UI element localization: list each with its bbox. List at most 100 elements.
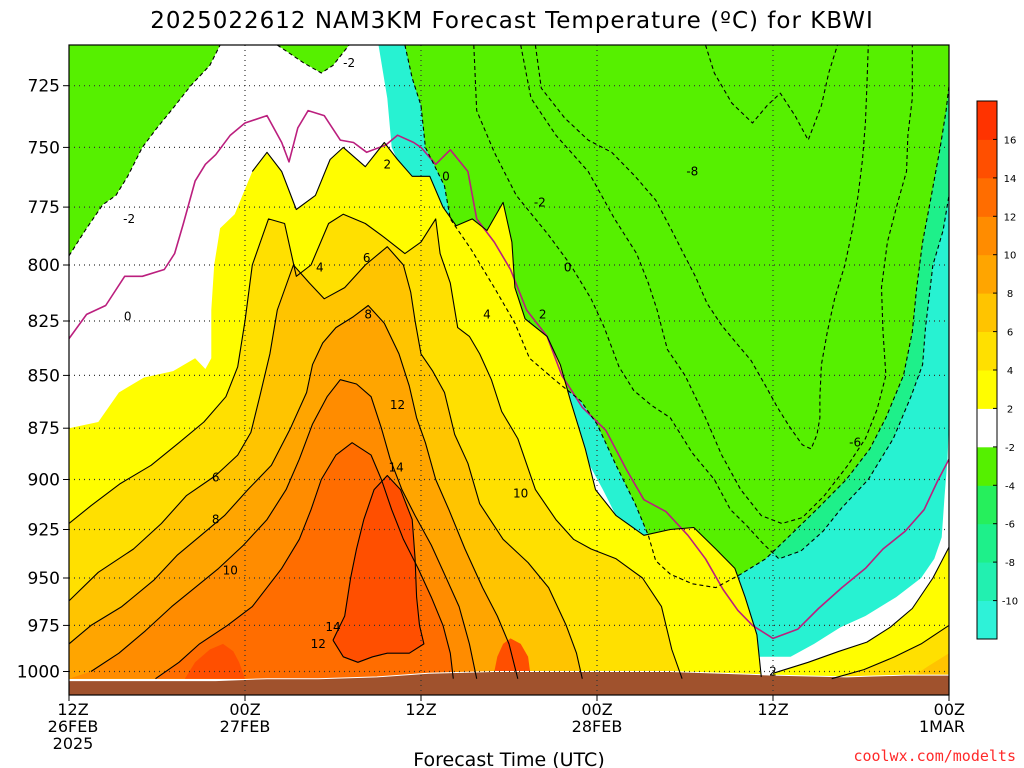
colorbar-label-3: -4 <box>1005 481 1015 492</box>
contour-label-13: 6 <box>363 251 371 265</box>
colorbar-label-5: 2 <box>1007 404 1013 415</box>
colorbar-cell-0 <box>977 600 997 640</box>
colorbar-cell-9 <box>977 254 997 294</box>
y-tick-label-850: 850 <box>28 366 60 386</box>
contour-label-1: -2 <box>123 212 135 226</box>
colorbar: -10 -8 -6 -4 -2 2 4 6 8 10 12 14 16 <box>976 100 1018 640</box>
isotherm-8-6 <box>69 304 519 679</box>
contour-label-4: -6 <box>849 436 861 450</box>
plot-frame <box>68 44 950 696</box>
contour-label-16: 8 <box>212 513 220 527</box>
x-tick-label-0-0: 12Z <box>57 700 88 719</box>
colorbar-cell-2 <box>977 523 997 563</box>
y-tick-label-750: 750 <box>28 138 60 158</box>
isotherm-4-4 <box>831 624 949 680</box>
isotherm-4-3 <box>69 213 683 679</box>
x-tick-label-5-0: 00Z <box>934 700 965 719</box>
contour-label-10: 2 <box>769 665 777 679</box>
temp-band-14 <box>492 638 531 679</box>
colorbar-cell-5 <box>977 408 997 448</box>
x-tick-label-0-1: 26FEB <box>48 717 99 736</box>
colorbar-cell-12 <box>977 139 997 179</box>
contour-label-11: 4 <box>316 260 324 274</box>
temp-band-2 <box>773 547 949 679</box>
isotherm--2-11 <box>276 45 350 74</box>
contour-label-17: 10 <box>223 563 238 577</box>
y-tick-label-1000: 1000 <box>17 663 60 683</box>
gridlines <box>69 45 949 695</box>
x-tick-label-0-2: 2025 <box>53 734 94 753</box>
contour-label-0: -2 <box>343 56 355 70</box>
x-tick-label-3-0: 00Z <box>581 700 612 719</box>
colorbar-cell-7 <box>977 331 997 371</box>
contour-label-18: 10 <box>513 487 528 501</box>
temp-band--2 <box>69 45 221 256</box>
isotherm--10-16 <box>704 45 839 141</box>
temp-band-4 <box>831 625 949 679</box>
colorbar-cell-13 <box>977 101 997 140</box>
contour-label-12: 4 <box>483 307 491 321</box>
y-tick-label-900: 900 <box>28 471 60 491</box>
colorbar-label-9: 10 <box>1004 251 1017 262</box>
credit-text: coolwx.com/modelts <box>853 747 1016 765</box>
x-axis-title: Forecast Time (UTC) <box>413 749 604 768</box>
contour-label-7: 0 <box>564 260 572 274</box>
isotherm-2-1 <box>251 141 762 677</box>
x-tick-label-1-0: 00Z <box>229 700 260 719</box>
contour-label-9: 2 <box>539 307 547 321</box>
colorbar-label-4: -2 <box>1005 443 1015 454</box>
temp-band-14 <box>184 643 245 679</box>
chart-title: 2025022612 NAM3KM Forecast Temperature (… <box>150 8 874 34</box>
contour-label-6: 0 <box>442 169 450 183</box>
colorbar-label-12: 16 <box>1004 135 1017 146</box>
y-tick-label-925: 925 <box>28 521 60 541</box>
isotherm--2-12 <box>404 45 949 589</box>
isotherm-12-8 <box>155 442 454 680</box>
colorbar-label-7: 6 <box>1007 328 1013 339</box>
contour-labels: -2 -2 -2 -8 -6 0 0 0 2 2 2 4 4 6 6 8 8 10 10 12 12 14 14 <box>123 56 861 679</box>
contour-label-8: 2 <box>383 157 391 171</box>
contour-label-3: -8 <box>686 165 698 179</box>
x-tick-label-4-0: 12Z <box>757 700 788 719</box>
colorbar-cell-1 <box>977 562 997 601</box>
y-tick-label-825: 825 <box>28 312 60 332</box>
isotherm-14-9 <box>332 474 425 663</box>
contour-label-14: 6 <box>212 471 220 485</box>
colorbar-cell-10 <box>977 216 997 256</box>
colorbar-cell-4 <box>977 446 997 486</box>
contour-label-19: 12 <box>390 398 405 412</box>
colorbar-cell-8 <box>977 293 997 332</box>
y-axis: 725 750 775 800 825 850 875 900 925 950 975 1000 <box>17 77 69 683</box>
colorbar-label-11: 14 <box>1004 174 1017 185</box>
contour-label-22: 14 <box>325 620 340 634</box>
contour-label-15: 8 <box>364 307 372 321</box>
y-tick-label-725: 725 <box>28 77 60 97</box>
isotherm--2-10 <box>69 45 221 257</box>
temp-band--2 <box>404 45 949 588</box>
isotherm-0-0 <box>69 109 949 640</box>
isotherm-6-5 <box>69 246 583 679</box>
y-tick-label-800: 800 <box>28 256 60 276</box>
y-tick-label-875: 875 <box>28 419 60 439</box>
colorbar-cell-3 <box>977 485 997 525</box>
colorbar-cell-6 <box>977 370 997 409</box>
x-tick-label-2-0: 12Z <box>405 700 436 719</box>
ground-terrain <box>69 671 949 695</box>
x-tick-label-3-1: 28FEB <box>572 717 623 736</box>
colorbar-label-8: 8 <box>1007 289 1013 300</box>
isotherm--6-14 <box>473 45 949 560</box>
temp-band-14 <box>333 475 424 663</box>
colorbar-label-2: -6 <box>1005 520 1015 531</box>
contour-label-21: 14 <box>388 460 403 474</box>
contour-label-5: 0 <box>124 310 132 324</box>
y-tick-label-975: 975 <box>28 616 60 636</box>
contour-label-20: 12 <box>311 637 326 651</box>
isotherm-layer <box>69 45 949 680</box>
isotherm-2-2 <box>772 546 949 674</box>
isotherm--8-15 <box>534 45 869 450</box>
colorbar-cell-11 <box>977 177 997 217</box>
y-tick-label-775: 775 <box>28 198 60 218</box>
colorbar-label-10: 12 <box>1004 212 1017 223</box>
